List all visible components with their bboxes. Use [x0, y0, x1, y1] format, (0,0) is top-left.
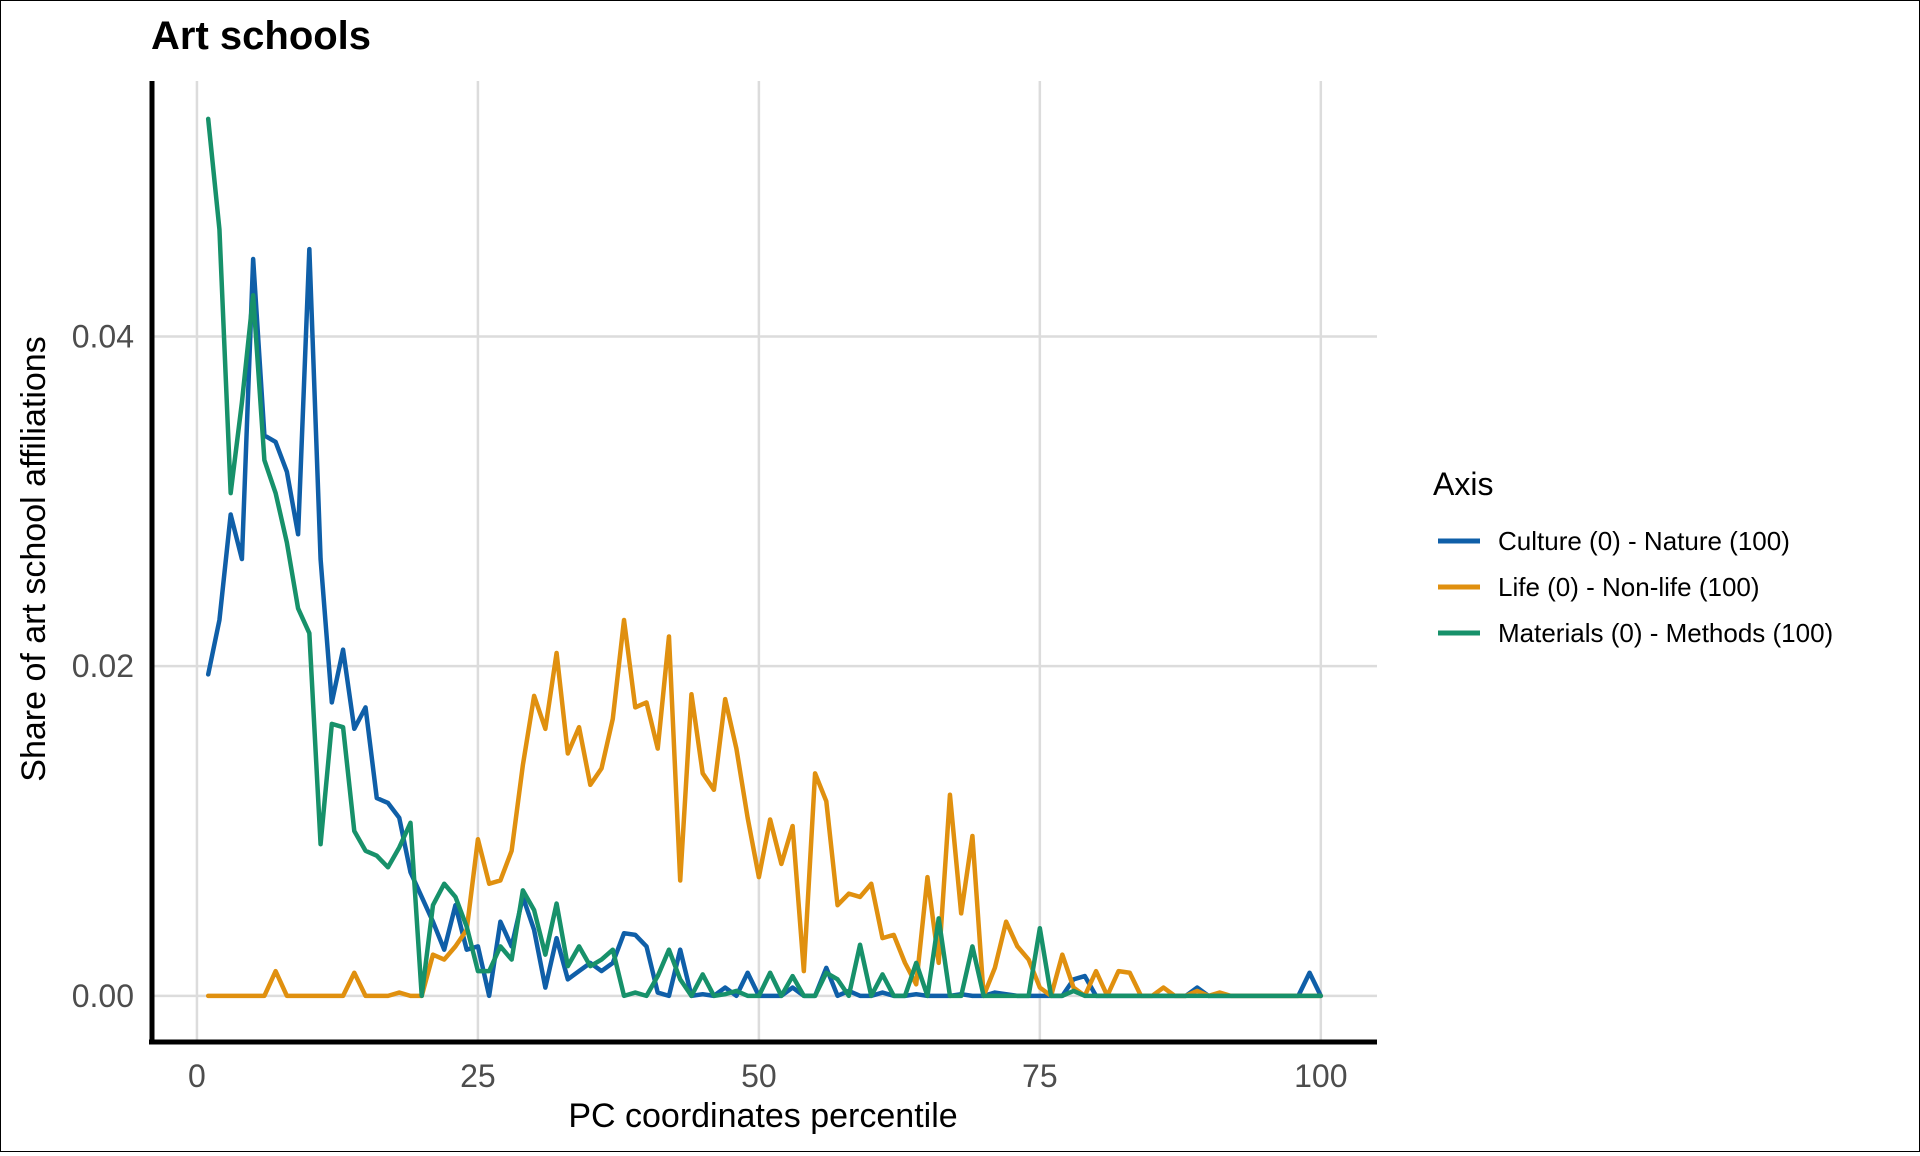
y-tick-label: 0.04 [72, 318, 134, 354]
gridlines [152, 81, 1377, 1042]
x-tick-label: 0 [188, 1058, 206, 1094]
series-line-1 [205, 246, 1324, 999]
x-tick-labels: 0 25 50 75 100 [188, 1058, 1347, 1094]
x-tick-label: 50 [741, 1058, 777, 1094]
y-axis-label: Share of art school affiliations [15, 336, 53, 781]
series-lines [205, 116, 1324, 999]
chart-title: Art schools [151, 14, 371, 58]
legend-label-3: Materials (0) - Methods (100) [1498, 618, 1833, 648]
x-tick-label: 75 [1022, 1058, 1058, 1094]
legend-items: Culture (0) - Nature (100) Life (0) - Non… [1438, 526, 1833, 648]
y-tick-labels: 0.00 0.02 0.04 [72, 318, 134, 1013]
x-tick-label: 25 [460, 1058, 496, 1094]
legend-title: Axis [1433, 466, 1493, 502]
x-axis-label: PC coordinates percentile [568, 1097, 957, 1135]
y-tick-label: 0.02 [72, 648, 134, 684]
legend-label-2: Life (0) - Non-life (100) [1498, 572, 1760, 602]
legend-label-1: Culture (0) - Nature (100) [1498, 526, 1790, 556]
y-tick-label: 0.00 [72, 978, 134, 1014]
x-tick-label: 100 [1294, 1058, 1347, 1094]
legend: Axis Culture (0) - Nature (100) Life (0) … [1433, 466, 1833, 648]
series-line-3 [205, 116, 1324, 999]
series-line-2 [205, 617, 1324, 999]
